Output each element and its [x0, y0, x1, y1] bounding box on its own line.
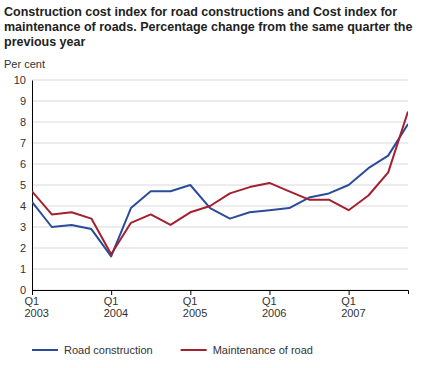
x-tick: Q12003 — [25, 290, 49, 319]
grid — [32, 80, 408, 290]
x-tick-label: Q12005 — [183, 295, 207, 320]
y-tick-label: 3 — [20, 221, 26, 233]
legend-label: Road construction — [64, 344, 153, 356]
x-tick-label: Q12006 — [262, 295, 286, 320]
x-tick-label: Q12004 — [104, 295, 128, 320]
y-tick-label: 4 — [20, 200, 26, 212]
y-tick-label: 10 — [14, 74, 26, 86]
grid-line — [32, 227, 408, 228]
grid-line — [32, 164, 408, 165]
legend-swatch — [181, 349, 207, 351]
y-tick: 4 — [20, 200, 32, 212]
y-tick: 2 — [20, 242, 32, 254]
legend-item: Road construction — [32, 344, 153, 356]
y-axis-title: Per cent — [4, 58, 45, 70]
x-tick-label: Q12007 — [341, 295, 365, 320]
y-tick-label: 1 — [20, 263, 26, 275]
x-tick-label: Q12003 — [25, 295, 49, 320]
x-axis-line — [33, 291, 409, 295]
y-tick-label: 9 — [20, 95, 26, 107]
series-group — [32, 112, 408, 257]
y-axis: 012345678910 — [14, 74, 33, 296]
y-tick: 6 — [20, 158, 32, 170]
legend: Road construction Maintenance of road — [32, 344, 313, 356]
y-tick: 7 — [20, 137, 32, 149]
x-tick: Q12006 — [262, 290, 286, 319]
y-tick-label: 5 — [20, 179, 26, 191]
series-line — [32, 112, 408, 255]
grid-line — [32, 122, 408, 123]
grid-line — [32, 101, 408, 102]
legend-label: Maintenance of road — [213, 344, 313, 356]
y-tick: 10 — [14, 74, 32, 86]
y-tick: 1 — [20, 263, 32, 275]
plot: 012345678910Q12003Q12004Q12005Q12006Q120… — [14, 74, 409, 319]
legend-item: Maintenance of road — [181, 344, 313, 356]
y-tick-label: 6 — [20, 158, 26, 170]
grid-line — [32, 80, 408, 81]
y-tick-label: 2 — [20, 242, 26, 254]
y-tick-label: 8 — [20, 116, 26, 128]
series-line — [32, 124, 408, 256]
x-tick: Q12004 — [104, 290, 128, 319]
grid-line — [32, 248, 408, 249]
grid-line — [32, 143, 408, 144]
x-tick: Q12007 — [341, 290, 365, 319]
x-tick: Q12005 — [183, 290, 207, 319]
x-axis: Q12003 Q12004 Q12005 Q12006 Q12007 — [25, 290, 409, 319]
chart: Construction cost index for road constru… — [0, 0, 426, 368]
y-tick-label: 7 — [20, 137, 26, 149]
y-tick: 8 — [20, 116, 32, 128]
y-tick: 3 — [20, 221, 32, 233]
y-tick: 5 — [20, 179, 32, 191]
title: Construction cost index for road constru… — [4, 5, 413, 49]
y-axis-line — [32, 81, 33, 291]
grid-line — [32, 185, 408, 186]
y-tick: 9 — [20, 95, 32, 107]
grid-line — [32, 206, 408, 207]
legend-swatch — [32, 349, 58, 351]
grid-line — [32, 269, 408, 270]
